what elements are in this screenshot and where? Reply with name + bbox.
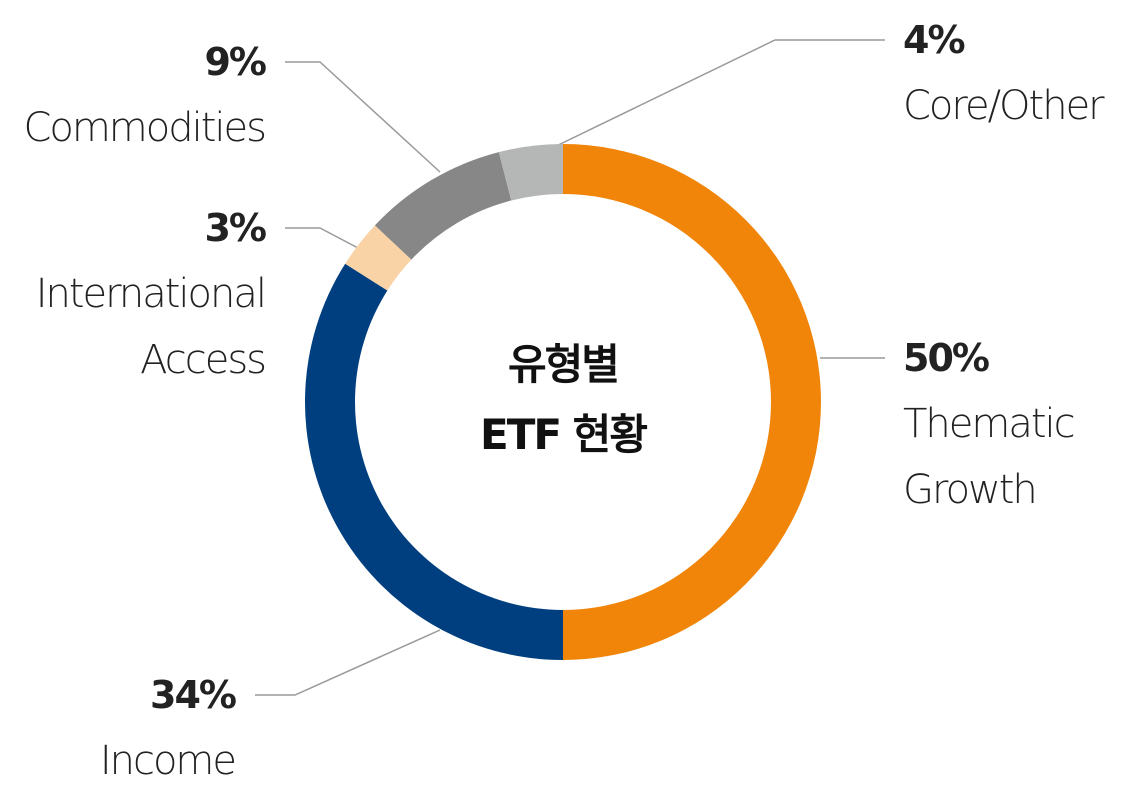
donut-segment — [305, 263, 563, 660]
category-label: Core/Other — [903, 83, 1105, 129]
value-label: 9% — [204, 40, 266, 84]
value-label: 50% — [903, 336, 990, 380]
donut-segment — [498, 144, 563, 201]
donut-segment — [345, 225, 412, 291]
category-label: Commodities — [23, 105, 267, 151]
chart-title: 유형별 ETF 현황 — [480, 340, 648, 459]
value-label: 3% — [204, 206, 266, 250]
value-label: 34% — [150, 673, 237, 717]
donut-segment — [374, 152, 512, 260]
category-label: Income — [99, 738, 237, 784]
category-label: Thematic Growth — [903, 401, 1076, 513]
leader-line — [255, 629, 441, 696]
donut-segment — [563, 144, 821, 660]
category-label: International Access — [35, 271, 267, 383]
leader-line — [547, 39, 885, 151]
leader-line — [285, 61, 441, 173]
value-label: 4% — [903, 18, 965, 62]
leader-line — [285, 227, 359, 249]
